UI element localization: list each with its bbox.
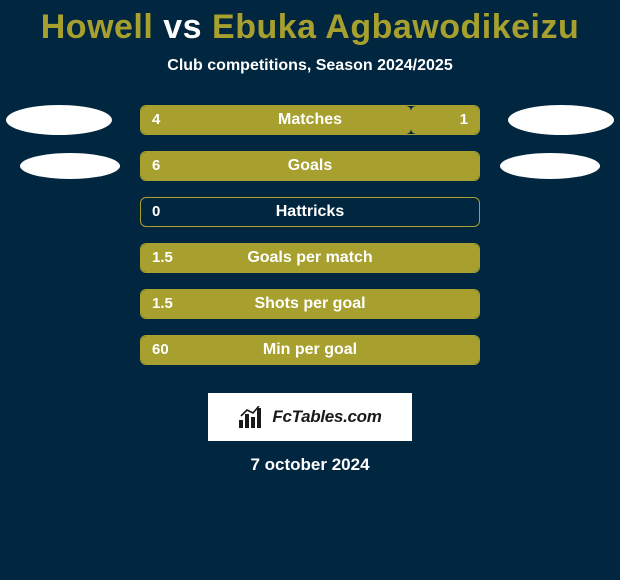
stat-bar-track: Matches	[140, 105, 480, 135]
stat-bar-track: Goals	[140, 151, 480, 181]
stat-bar-fill-left	[141, 290, 479, 318]
stat-row: Min per goal60	[0, 333, 620, 379]
stat-label: Hattricks	[141, 198, 479, 226]
stat-value-left: 1.5	[152, 295, 173, 312]
stat-row: Shots per goal1.5	[0, 287, 620, 333]
vs-separator: vs	[153, 8, 212, 46]
fctables-logo: FcTables.com	[208, 393, 412, 441]
stat-row: Hattricks0	[0, 195, 620, 241]
stat-bar-track: Hattricks	[140, 197, 480, 227]
stat-row: Matches4 1	[0, 103, 620, 149]
stat-bar-fill-left	[141, 106, 411, 134]
stat-bar-fill-left	[141, 152, 479, 180]
stat-bar-track: Shots per goal	[140, 289, 480, 319]
player2-avatar	[508, 105, 614, 135]
snapshot-date: 7 october 2024	[0, 455, 620, 475]
player1-name: Howell	[41, 8, 154, 46]
player1-avatar	[20, 153, 120, 179]
stat-value-left: 60	[152, 341, 169, 358]
stat-value-left: 4	[152, 111, 160, 128]
player1-avatar	[6, 105, 112, 135]
stat-value-left: 1.5	[152, 249, 173, 266]
stat-value-right: 1	[460, 111, 468, 128]
stat-bar-track: Goals per match	[140, 243, 480, 273]
stat-bar-track: Min per goal	[140, 335, 480, 365]
stat-row: Goals per match1.5	[0, 241, 620, 287]
stats-chart: Matches41Goals6Hattricks0Goals per match…	[0, 103, 620, 379]
logo-text: FcTables.com	[272, 407, 381, 427]
stat-bar-fill-left	[141, 244, 479, 272]
comparison-title: Howell vs Ebuka Agbawodikeizu	[0, 0, 620, 47]
stat-bar-fill-right	[411, 106, 479, 134]
stat-bar-fill-left	[141, 336, 479, 364]
stat-value-left: 6	[152, 157, 160, 174]
season-subtitle: Club competitions, Season 2024/2025	[0, 57, 620, 75]
stat-row: Goals6	[0, 149, 620, 195]
stat-value-left: 0	[152, 203, 160, 220]
chart-bars-icon	[238, 406, 266, 428]
player2-avatar	[500, 153, 600, 179]
player2-name: Ebuka Agbawodikeizu	[212, 8, 579, 46]
